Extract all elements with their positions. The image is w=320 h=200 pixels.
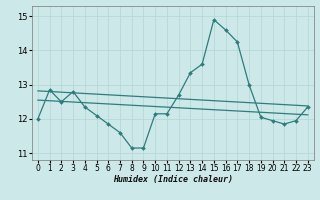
X-axis label: Humidex (Indice chaleur): Humidex (Indice chaleur): [113, 175, 233, 184]
